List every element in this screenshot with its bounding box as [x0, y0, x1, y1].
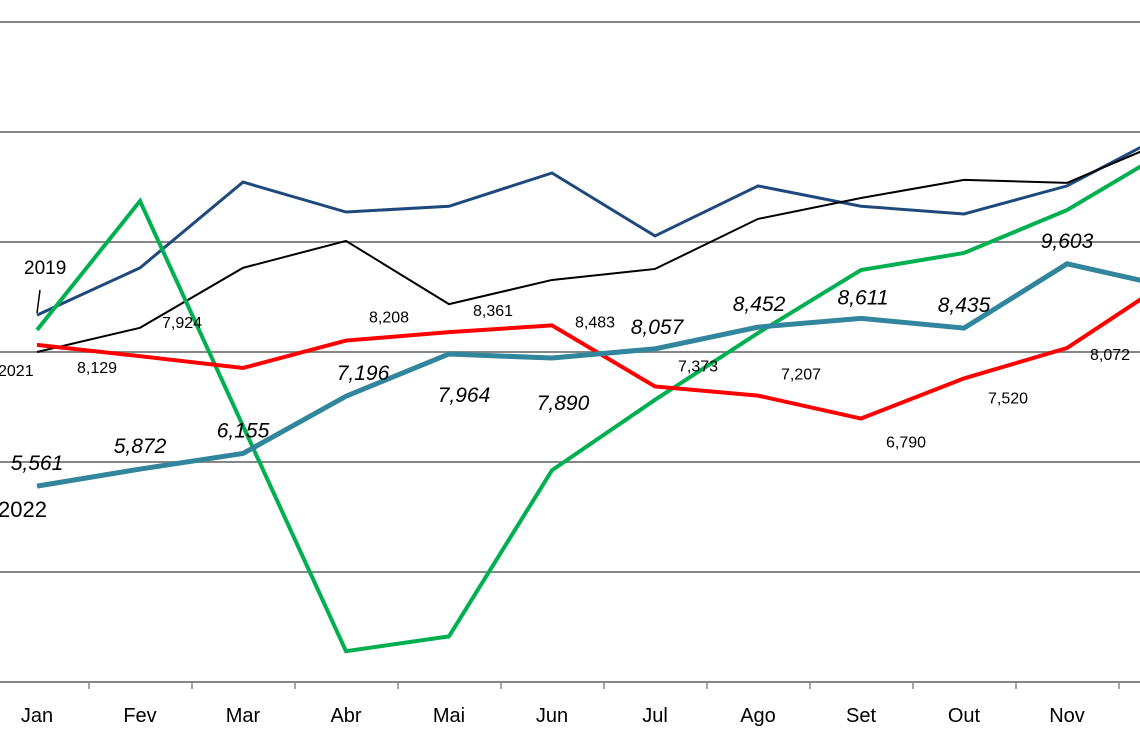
- series-line-0: [36, 146, 1140, 317]
- data-label: 8,129: [77, 360, 117, 377]
- series-name-labels: 2019 2021 2022: [0, 258, 66, 522]
- data-label: 7,924: [162, 315, 202, 332]
- x-tick-label: Mai: [433, 705, 465, 727]
- gridlines: [0, 21, 1140, 683]
- x-tick-label: Ago: [740, 705, 776, 727]
- data-label: 7,373: [678, 358, 718, 375]
- data-label: 7,890: [537, 392, 590, 415]
- data-label: 7,520: [988, 390, 1028, 407]
- x-axis: JanFevMarAbrMaiJunJulAgoSetOutNovDez: [21, 682, 1120, 727]
- data-label: 5,872: [114, 435, 167, 458]
- data-labels: 8,129 7,924 8,208 8,361 8,483 7,373 7,207 6,790…: [11, 230, 1130, 475]
- data-label: 8,361: [473, 303, 513, 320]
- series-line-2: [35, 164, 1140, 654]
- series-line-4: [36, 261, 1140, 489]
- series-name-label: 2019: [24, 258, 66, 279]
- series-name-label: 2022: [0, 497, 47, 522]
- series-lines: [35, 146, 1140, 654]
- data-label: 7,196: [337, 362, 390, 385]
- x-tick-label: Set: [846, 705, 876, 727]
- x-tick-label: Abr: [330, 705, 361, 727]
- series-line-1: [36, 150, 1140, 353]
- data-label: 6,155: [217, 419, 270, 442]
- data-label: 8,057: [631, 316, 685, 339]
- data-label: 8,452: [733, 293, 786, 316]
- leader-line: [36, 289, 41, 314]
- x-tick-label: Mar: [226, 705, 261, 727]
- data-label: 8,483: [575, 314, 615, 331]
- x-tick-label: Nov: [1049, 705, 1085, 727]
- data-label: 8,611: [838, 286, 889, 309]
- x-tick-label: Jul: [642, 705, 668, 727]
- data-label: 8,072: [1090, 347, 1130, 364]
- data-label: 6,790: [886, 435, 926, 452]
- x-tick-label: Jun: [536, 705, 568, 727]
- data-label: 7,964: [438, 384, 491, 407]
- x-tick-label: Out: [948, 705, 981, 727]
- x-tick-label: Jan: [21, 705, 53, 727]
- data-label: 8,208: [369, 310, 409, 327]
- data-label: 9,603: [1041, 230, 1094, 253]
- series-name-label: 2021: [0, 363, 34, 380]
- data-label: 7,207: [781, 367, 821, 384]
- data-label: 5,561: [11, 452, 64, 475]
- data-label: 8,435: [938, 294, 991, 317]
- x-tick-label: Fev: [123, 705, 156, 727]
